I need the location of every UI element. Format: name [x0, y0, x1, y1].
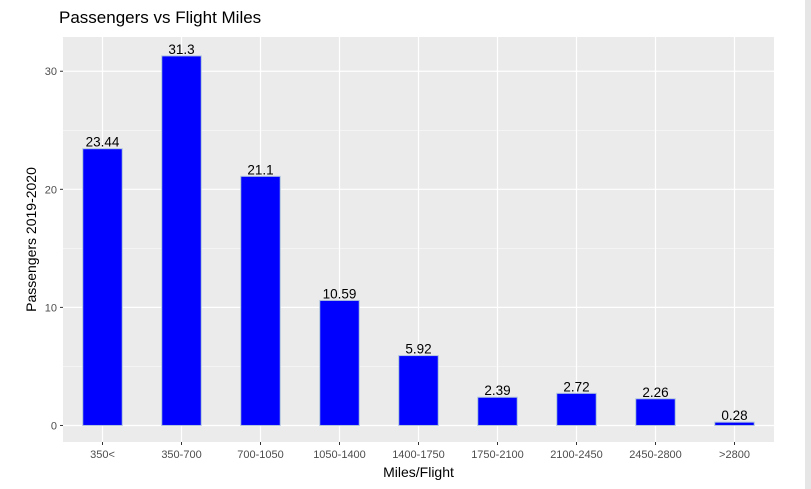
- data-label: 5.92: [405, 342, 431, 357]
- data-label: 31.3: [168, 42, 194, 57]
- x-tick-label: 350-700: [161, 449, 201, 461]
- x-tick-label: 350<: [90, 449, 115, 461]
- data-label: 2.72: [563, 379, 589, 394]
- x-tick-label: 2100-2450: [550, 449, 603, 461]
- chart-title: Passengers vs Flight Miles: [59, 8, 262, 27]
- bar: [398, 355, 439, 426]
- x-tick-label: 700-1050: [237, 449, 284, 461]
- data-label: 0.28: [721, 408, 747, 423]
- x-tick-label: >2800: [719, 449, 750, 461]
- y-tick-label: 30: [45, 66, 57, 78]
- bar: [714, 421, 755, 426]
- y-tick-label: 10: [45, 302, 57, 314]
- bar: [319, 299, 360, 426]
- bar: [161, 55, 202, 426]
- bar: [556, 392, 597, 426]
- y-axis-title: Passengers 2019-2020: [23, 167, 39, 312]
- x-axis-title: Miles/Flight: [383, 464, 454, 480]
- data-label: 10.59: [323, 286, 357, 301]
- bar: [477, 396, 518, 426]
- data-label: 2.39: [484, 383, 510, 398]
- data-label: 23.44: [86, 135, 120, 150]
- bar: [635, 398, 676, 426]
- figure-border: [805, 0, 811, 489]
- y-tick-label: 20: [45, 184, 57, 196]
- x-tick-label: 2450-2800: [629, 449, 682, 461]
- x-axis: 350< 350-700 700-1050 1050-1400 1400-1750 175…: [90, 442, 750, 461]
- x-tick-label: 1750-2100: [471, 449, 524, 461]
- bar: [82, 148, 123, 426]
- y-tick-label: 0: [51, 420, 57, 432]
- data-label: 21.1: [247, 162, 273, 177]
- bars: [82, 55, 755, 426]
- x-tick-label: 1050-1400: [313, 449, 366, 461]
- bar: [240, 175, 281, 426]
- y-axis: 0 10 20 30: [45, 66, 63, 432]
- data-labels: 23.44 31.3 21.1 10.59 5.92 2.39 2.72 2.26 0.28: [86, 42, 748, 423]
- data-label: 2.26: [642, 385, 668, 400]
- x-tick-label: 1400-1750: [392, 449, 445, 461]
